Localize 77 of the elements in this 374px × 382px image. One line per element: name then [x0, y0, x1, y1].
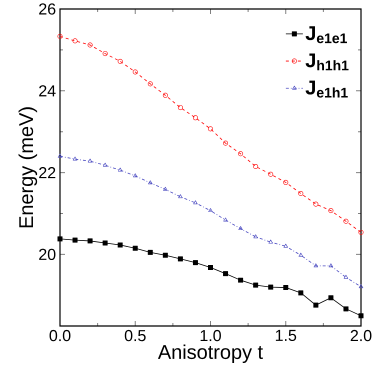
point [358, 230, 364, 235]
point [268, 284, 274, 290]
x-tick-label: 1.0 [200, 330, 221, 342]
legend-label: J$_{e1e1}$ [306, 26, 347, 44]
x-tick-label: 0.0 [50, 330, 70, 342]
point [118, 168, 122, 172]
point [284, 244, 288, 248]
x-axis-title: Anisotropy t [158, 344, 263, 364]
point [223, 271, 228, 276]
point [238, 151, 244, 156]
point [162, 252, 168, 258]
point [253, 164, 258, 169]
point [133, 173, 138, 178]
point [208, 208, 213, 212]
point [88, 238, 93, 244]
point [102, 162, 108, 167]
point [358, 284, 364, 288]
point [72, 38, 78, 44]
point [253, 234, 258, 238]
legend-label: J$_{e1h1}$ [306, 80, 348, 98]
y-tick-label: 26 [39, 3, 56, 15]
point [208, 265, 213, 270]
point [58, 154, 62, 158]
point [88, 158, 92, 163]
point [163, 186, 168, 191]
point [223, 140, 228, 146]
y-tick-label: 24 [39, 85, 56, 96]
x-tick-label: 0.5 [124, 330, 146, 342]
point [58, 236, 62, 242]
point [313, 302, 318, 308]
y-axis-title: Energy (meV) [18, 107, 38, 228]
point [268, 240, 273, 244]
point [148, 81, 153, 86]
point [314, 263, 318, 268]
point [253, 282, 258, 288]
point [344, 274, 348, 279]
point [88, 42, 93, 48]
point [343, 306, 348, 312]
point [102, 51, 108, 56]
point [192, 115, 198, 120]
point [178, 256, 183, 262]
point [72, 238, 78, 243]
point [193, 200, 198, 204]
y-tick-label: 20 [39, 248, 56, 260]
point [298, 290, 304, 296]
point [238, 226, 243, 230]
point [118, 242, 123, 248]
point [162, 92, 168, 98]
legend-label: J$_{h1h1}$ [306, 53, 349, 70]
point [72, 156, 78, 161]
point [328, 208, 334, 214]
point [132, 246, 138, 251]
point [298, 252, 304, 257]
point [343, 218, 348, 224]
point [118, 58, 123, 64]
point [102, 240, 108, 246]
point [223, 218, 228, 222]
x-tick-label: 2.0 [350, 330, 372, 342]
y-tick-label: 22 [39, 167, 56, 178]
point [58, 34, 62, 39]
point [358, 313, 364, 318]
point [148, 180, 153, 184]
point [313, 202, 318, 207]
x-tick-label: 1.5 [276, 330, 296, 342]
point [283, 180, 288, 185]
point [238, 278, 244, 283]
point [148, 250, 153, 255]
point [328, 295, 334, 300]
point [178, 105, 183, 110]
point [208, 126, 213, 132]
point [283, 285, 288, 290]
point [132, 69, 138, 74]
point [298, 190, 304, 196]
point [268, 172, 274, 177]
point [192, 260, 198, 266]
point [328, 263, 334, 268]
point [178, 194, 183, 198]
